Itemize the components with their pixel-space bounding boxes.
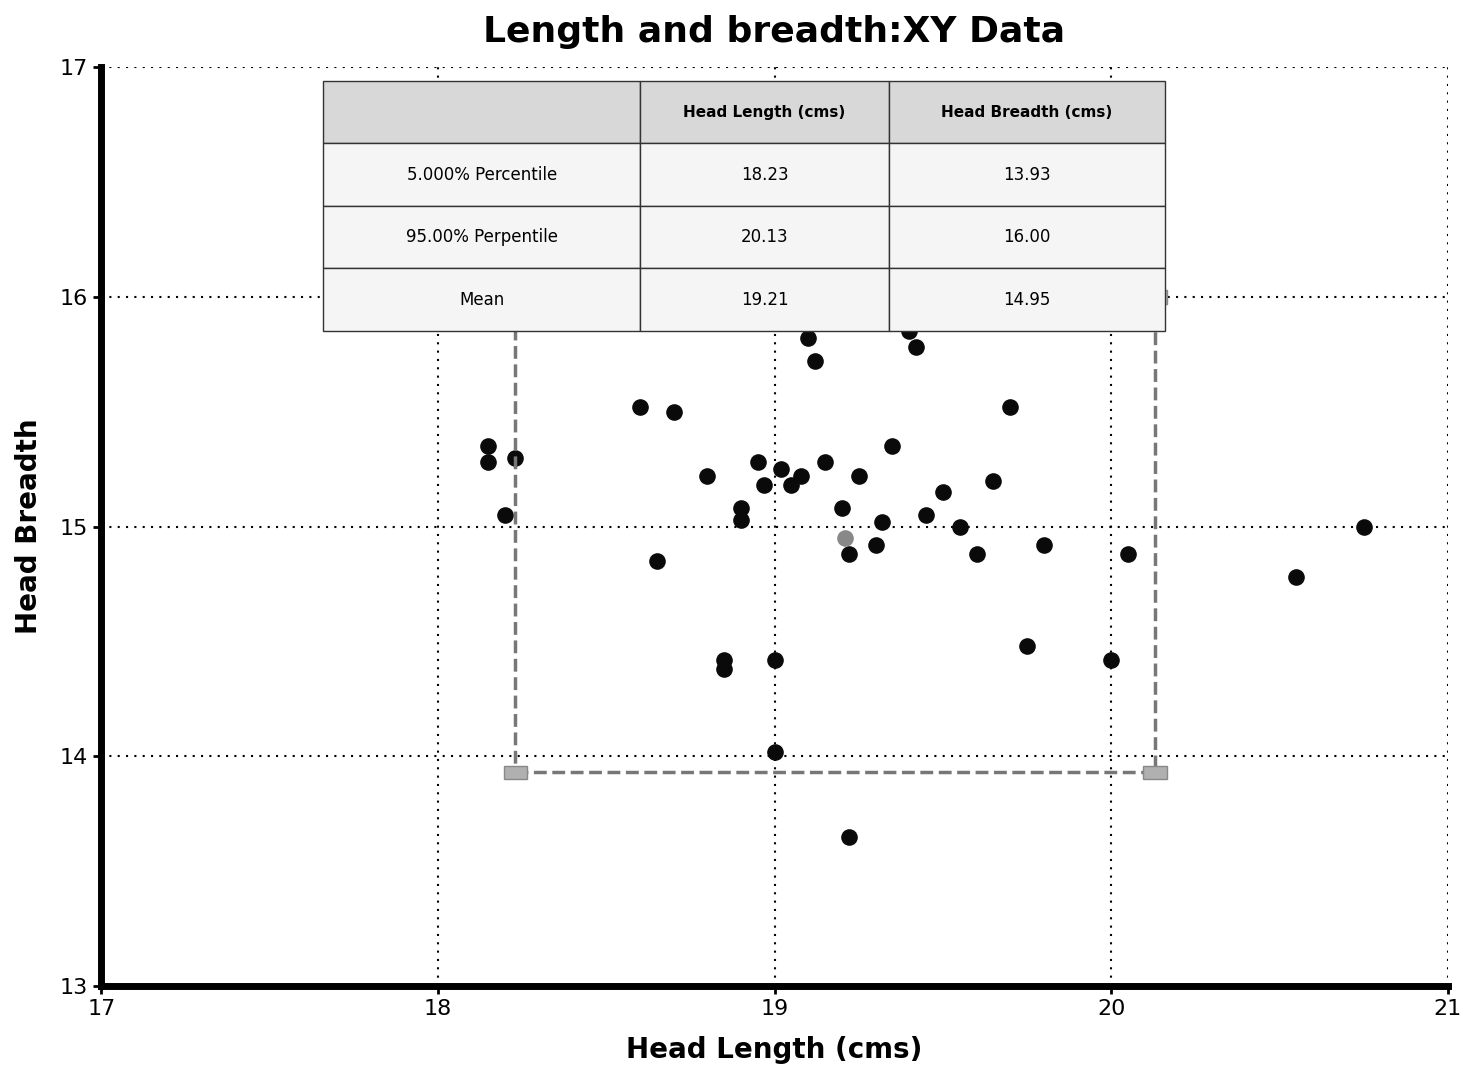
Bar xyxy=(1143,290,1167,303)
Text: 19.21: 19.21 xyxy=(740,290,789,309)
Point xyxy=(780,477,803,494)
Point xyxy=(880,437,904,454)
Point xyxy=(864,536,888,554)
Point xyxy=(762,743,786,761)
Text: 5.000% Percentile: 5.000% Percentile xyxy=(406,165,557,183)
FancyBboxPatch shape xyxy=(640,144,889,206)
Title: Length and breadth:XY Data: Length and breadth:XY Data xyxy=(483,15,1065,49)
Point xyxy=(1351,518,1375,535)
Point xyxy=(964,546,988,563)
Point xyxy=(1015,638,1038,655)
Text: Head Length (cms): Head Length (cms) xyxy=(684,105,845,120)
Point xyxy=(762,652,786,669)
Point xyxy=(830,500,854,517)
Point xyxy=(493,288,517,305)
Bar xyxy=(504,290,527,303)
Text: 20.13: 20.13 xyxy=(740,228,789,246)
FancyBboxPatch shape xyxy=(323,269,640,331)
X-axis label: Head Length (cms): Head Length (cms) xyxy=(626,1036,923,1064)
Point xyxy=(837,829,861,846)
Point xyxy=(914,506,938,523)
Bar xyxy=(1143,765,1167,779)
Point xyxy=(477,453,501,470)
Text: 95.00% Perpentile: 95.00% Perpentile xyxy=(406,228,558,246)
FancyBboxPatch shape xyxy=(889,81,1165,144)
FancyBboxPatch shape xyxy=(889,144,1165,206)
Point xyxy=(1285,569,1309,586)
Point xyxy=(837,546,861,563)
Point xyxy=(477,437,501,454)
FancyBboxPatch shape xyxy=(889,206,1165,269)
Point xyxy=(790,467,814,484)
FancyBboxPatch shape xyxy=(640,206,889,269)
Point xyxy=(730,500,753,517)
Point xyxy=(931,483,954,501)
Point xyxy=(1117,546,1140,563)
Point xyxy=(504,449,527,466)
Point xyxy=(712,660,736,678)
Point xyxy=(803,353,827,370)
Point xyxy=(982,472,1006,489)
Point xyxy=(898,323,922,340)
FancyBboxPatch shape xyxy=(889,269,1165,331)
FancyBboxPatch shape xyxy=(640,269,889,331)
Point xyxy=(780,185,803,202)
Point xyxy=(628,398,651,415)
Point xyxy=(1099,652,1123,669)
Point xyxy=(645,552,669,570)
Text: 16.00: 16.00 xyxy=(1003,228,1050,246)
Y-axis label: Head Breadth: Head Breadth xyxy=(15,419,43,634)
Point xyxy=(730,511,753,529)
Point xyxy=(1032,536,1056,554)
Point xyxy=(796,329,820,346)
Text: 13.93: 13.93 xyxy=(1003,165,1050,183)
Point xyxy=(948,518,972,535)
Text: Head Breadth (cms): Head Breadth (cms) xyxy=(941,105,1112,120)
Point xyxy=(814,453,837,470)
Point xyxy=(846,467,870,484)
Point xyxy=(678,288,702,305)
Point xyxy=(493,506,517,523)
Point xyxy=(998,398,1022,415)
Bar xyxy=(504,765,527,779)
Point xyxy=(712,652,736,669)
FancyBboxPatch shape xyxy=(323,206,640,269)
FancyBboxPatch shape xyxy=(323,144,640,206)
Text: 14.95: 14.95 xyxy=(1003,290,1050,309)
Point xyxy=(833,530,857,547)
Point xyxy=(904,339,928,356)
Point xyxy=(870,514,894,531)
Text: Mean: Mean xyxy=(459,290,504,309)
Bar xyxy=(515,297,1155,773)
Point xyxy=(746,453,770,470)
Point xyxy=(662,404,685,421)
Point xyxy=(753,477,777,494)
Point xyxy=(770,461,793,478)
FancyBboxPatch shape xyxy=(323,81,640,144)
FancyBboxPatch shape xyxy=(640,81,889,144)
Text: 18.23: 18.23 xyxy=(740,165,789,183)
Point xyxy=(696,467,719,484)
